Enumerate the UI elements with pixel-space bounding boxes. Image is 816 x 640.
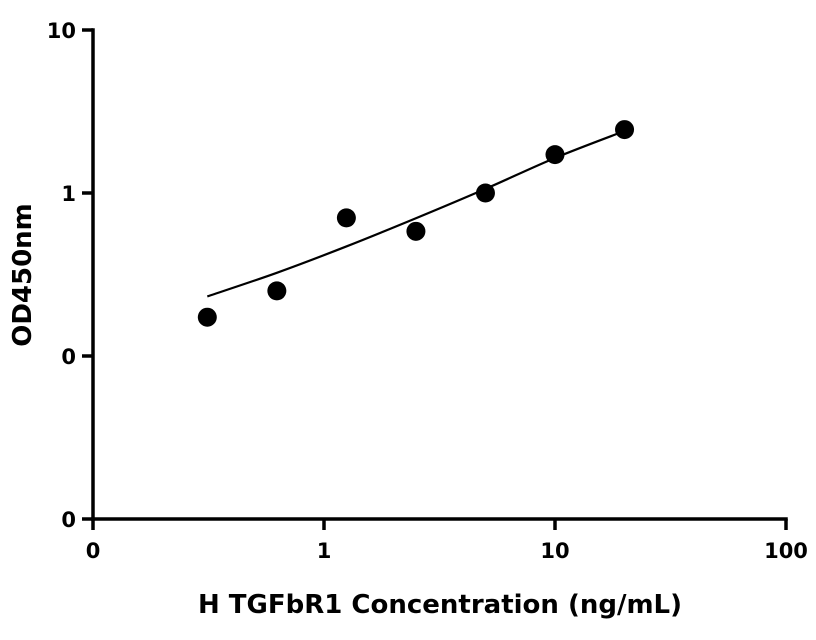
data-point-4 xyxy=(475,183,495,203)
x-ticks: 0 1 10 100 xyxy=(86,519,808,563)
data-point-6 xyxy=(615,120,635,140)
y-tick-label-1: 0 xyxy=(61,345,76,369)
data-points-layer xyxy=(197,120,635,327)
x-tick-label-2: 10 xyxy=(540,539,569,563)
y-axis-label: OD450nm xyxy=(8,203,38,347)
axes-layer xyxy=(91,28,788,521)
data-point-3 xyxy=(406,221,426,241)
y-tick-label-3: 10 xyxy=(47,19,76,43)
data-point-0 xyxy=(197,307,217,327)
data-point-5 xyxy=(545,145,565,165)
y-tick-label-2: 1 xyxy=(61,182,76,206)
x-tick-label-1: 1 xyxy=(317,539,332,563)
data-point-2 xyxy=(336,208,356,228)
x-axis-label: H TGFbR1 Concentration (ng/mL) xyxy=(198,590,682,620)
data-point-1 xyxy=(267,281,287,301)
x-tick-label-0: 0 xyxy=(86,539,101,563)
y-tick-label-0: 0 xyxy=(61,508,76,532)
x-tick-label-3: 100 xyxy=(764,539,808,563)
y-ticks: 0 0 1 10 xyxy=(47,19,93,532)
